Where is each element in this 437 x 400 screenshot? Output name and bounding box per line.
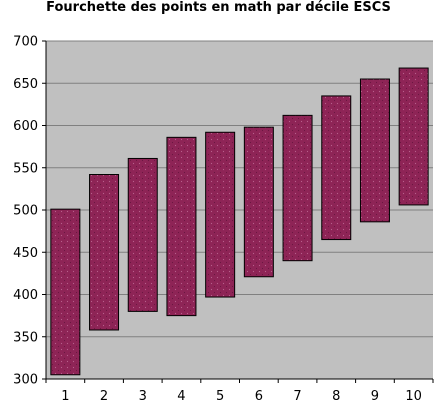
x-tick-label: 5 [216,389,224,400]
range-bar [398,67,429,206]
y-tick-label: 550 [13,161,38,176]
range-bar [243,126,274,278]
x-tick-label: 3 [139,389,147,400]
range-bar [166,136,197,317]
x-tick-label: 10 [405,389,422,400]
y-tick-label: 300 [13,373,38,388]
range-bar [321,95,352,241]
axes: 300 350 400 450 500 550 600 650 700 1 2 3 4 5 6 7 8 9 10 [13,35,434,400]
y-tick-label: 600 [13,119,38,134]
range-bar [359,78,390,223]
range-bar [205,131,236,298]
y-tick-label: 650 [13,77,38,92]
x-tick-label: 9 [371,389,379,400]
chart-title: Fourchette des points en math par décile… [46,0,391,15]
x-tick-label: 1 [61,389,69,400]
y-tick-label: 400 [13,288,38,303]
bars [50,67,429,376]
x-tick-label: 4 [177,389,185,400]
range-bar [50,208,81,376]
range-bar [127,157,158,312]
range-bar [282,114,313,262]
x-tick-label: 7 [293,389,301,400]
y-tick-label: 500 [13,204,38,219]
y-tick-label: 450 [13,246,38,261]
x-tick-label: 6 [255,389,263,400]
range-bar [89,174,120,331]
x-tick-label: 8 [332,389,340,400]
x-tick-label: 2 [100,389,108,400]
y-tick-label: 700 [13,35,38,50]
y-tick-label: 350 [13,330,38,345]
